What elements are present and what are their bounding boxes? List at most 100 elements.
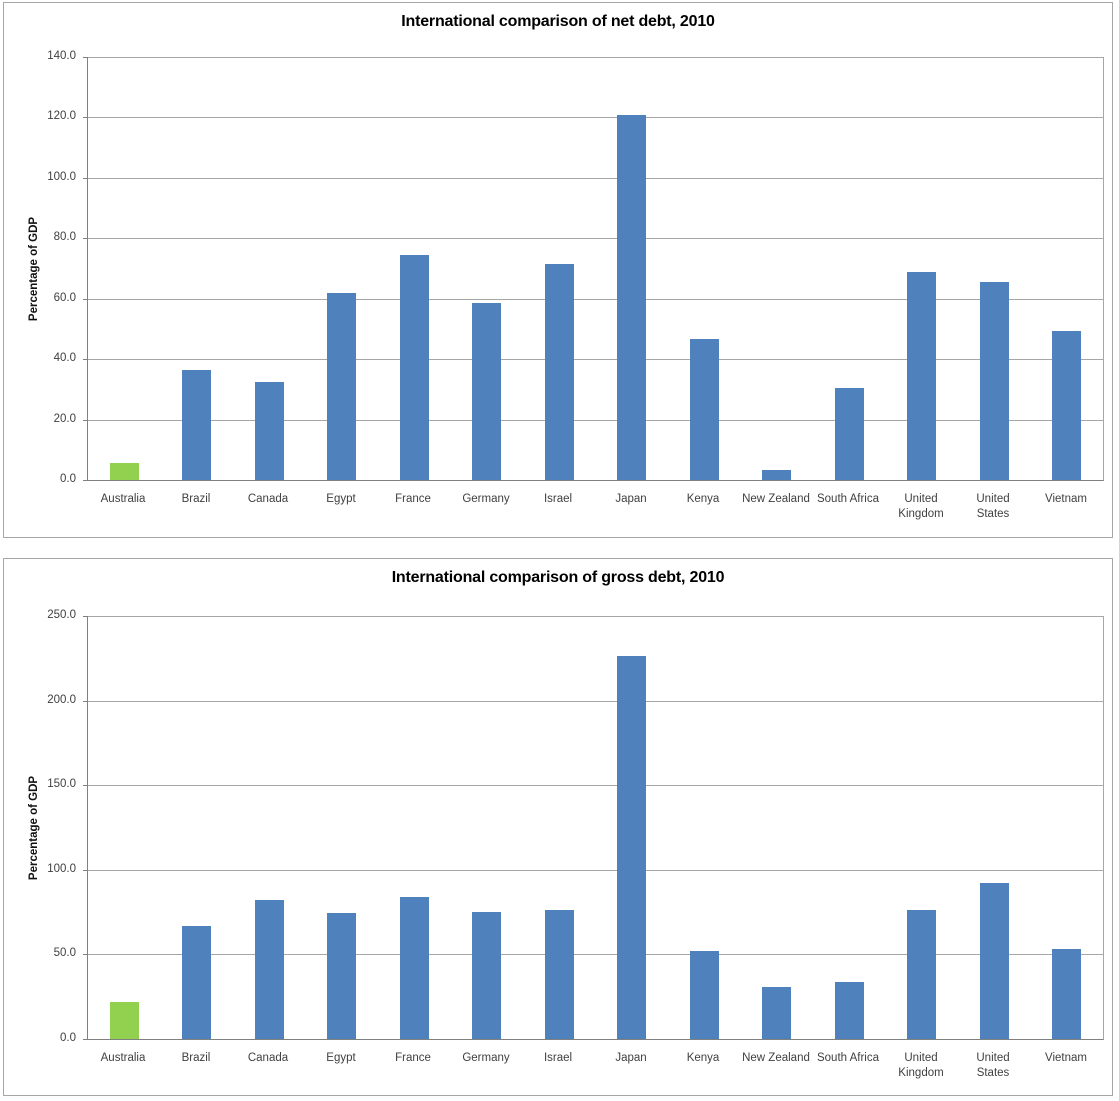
bar-kenya	[690, 339, 719, 480]
bar-egypt	[327, 913, 356, 1039]
bar-vietnam	[1052, 331, 1081, 480]
y-tick-label: 150.0	[47, 778, 76, 790]
bar-germany	[472, 303, 501, 480]
y-axis-tick	[83, 785, 87, 786]
x-category-label-united-kingdom: United Kingdom	[898, 1052, 944, 1079]
x-category-label-germany: Germany	[462, 493, 510, 505]
x-category-label-brazil: Brazil	[181, 1052, 211, 1064]
bar-france	[400, 897, 429, 1039]
bar-south-africa	[835, 388, 864, 480]
bar-japan	[617, 656, 646, 1039]
y-axis-tick	[83, 1039, 87, 1040]
bar-south-africa	[835, 982, 864, 1039]
x-category-label-egypt: Egypt	[326, 1052, 356, 1064]
y-tick-label: 100.0	[47, 863, 76, 875]
y-axis-tick	[83, 57, 87, 58]
bar-canada	[255, 900, 284, 1039]
y-tick-label: 80.0	[53, 231, 76, 243]
x-category-label-vietnam: Vietnam	[1045, 493, 1087, 505]
x-category-label-france: France	[395, 493, 431, 505]
bar-united-states	[980, 282, 1009, 480]
net-debt-chart: International comparison of net debt, 20…	[3, 2, 1113, 538]
x-category-label-japan: Japan	[615, 493, 647, 505]
x-category-label-australia: Australia	[100, 493, 146, 505]
y-tick-label: 200.0	[47, 694, 76, 706]
gridline	[88, 57, 1103, 58]
gridline	[88, 954, 1103, 955]
x-category-label-egypt: Egypt	[326, 493, 356, 505]
x-category-label-israel: Israel	[543, 1052, 573, 1064]
gridline	[88, 785, 1103, 786]
y-axis-tick	[83, 701, 87, 702]
gridline	[88, 870, 1103, 871]
x-category-label-france: France	[395, 1052, 431, 1064]
gridline	[88, 117, 1103, 118]
x-category-label-united-states: United States	[976, 1052, 1010, 1079]
y-tick-label: 40.0	[53, 352, 76, 364]
plot-area	[83, 616, 1104, 1040]
x-category-label-japan: Japan	[615, 1052, 647, 1064]
bar-japan	[617, 115, 646, 480]
x-category-label-vietnam: Vietnam	[1045, 1052, 1087, 1064]
x-category-label-new-zealand: New Zealand	[742, 493, 810, 505]
x-category-label-brazil: Brazil	[181, 493, 211, 505]
gridline	[88, 238, 1103, 239]
x-category-label-south-africa: South Africa	[816, 493, 879, 505]
bar-new-zealand	[762, 987, 791, 1039]
x-category-label-germany: Germany	[462, 1052, 510, 1064]
x-category-label-united-states: United States	[976, 493, 1010, 520]
x-category-label-israel: Israel	[543, 493, 573, 505]
bar-canada	[255, 382, 284, 480]
chart-title: International comparison of gross debt, …	[391, 569, 725, 586]
y-tick-label: 20.0	[53, 413, 76, 425]
y-axis-tick	[83, 359, 87, 360]
bar-vietnam	[1052, 949, 1081, 1039]
y-axis-tick	[83, 178, 87, 179]
x-category-label-canada: Canada	[247, 1052, 289, 1064]
y-axis-tick	[83, 299, 87, 300]
bar-united-kingdom	[907, 910, 936, 1039]
gridline	[88, 420, 1103, 421]
y-tick-label: 0.0	[60, 1032, 76, 1044]
y-axis-tick	[83, 420, 87, 421]
gross-debt-chart: International comparison of gross debt, …	[3, 558, 1113, 1096]
bar-israel	[545, 264, 574, 480]
bar-egypt	[327, 293, 356, 480]
bar-united-states	[980, 883, 1009, 1039]
bar-brazil	[182, 370, 211, 480]
x-category-label-south-africa: South Africa	[816, 1052, 879, 1064]
bar-australia	[110, 1002, 139, 1039]
y-tick-label: 100.0	[47, 171, 76, 183]
bar-australia	[110, 463, 139, 480]
bar-brazil	[182, 926, 211, 1039]
x-category-label-united-kingdom: United Kingdom	[898, 493, 944, 520]
y-tick-label: 60.0	[53, 292, 76, 304]
bar-united-kingdom	[907, 272, 936, 480]
y-axis-tick	[83, 616, 87, 617]
y-tick-label: 140.0	[47, 50, 76, 62]
x-category-label-kenya: Kenya	[686, 493, 720, 505]
gridline	[88, 616, 1103, 617]
x-category-label-kenya: Kenya	[686, 1052, 720, 1064]
y-tick-label: 120.0	[47, 110, 76, 122]
gridline	[88, 178, 1103, 179]
gridline	[88, 299, 1103, 300]
y-tick-label: 250.0	[47, 609, 76, 621]
bar-germany	[472, 912, 501, 1039]
gridline	[88, 359, 1103, 360]
x-category-label-new-zealand: New Zealand	[742, 1052, 810, 1064]
bar-kenya	[690, 951, 719, 1039]
y-axis-tick	[83, 480, 87, 481]
x-category-label-australia: Australia	[100, 1052, 146, 1064]
chart-title: International comparison of net debt, 20…	[401, 13, 715, 30]
bar-france	[400, 255, 429, 480]
bar-israel	[545, 910, 574, 1039]
gridline	[88, 701, 1103, 702]
y-tick-label: 50.0	[53, 947, 76, 959]
plot-area	[83, 57, 1104, 481]
x-category-label-canada: Canada	[247, 493, 289, 505]
y-axis-tick	[83, 954, 87, 955]
y-axis-tick	[83, 117, 87, 118]
bar-new-zealand	[762, 470, 791, 480]
